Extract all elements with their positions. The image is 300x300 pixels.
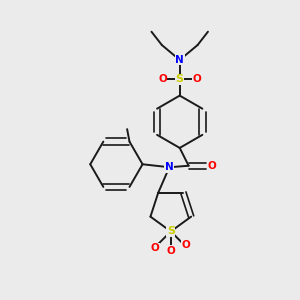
Text: O: O — [182, 240, 190, 250]
Text: S: S — [167, 226, 175, 236]
Text: O: O — [158, 74, 167, 84]
Text: O: O — [207, 161, 216, 171]
Text: O: O — [167, 246, 175, 256]
Text: O: O — [151, 243, 160, 254]
Text: N: N — [165, 162, 174, 172]
Text: N: N — [175, 55, 184, 65]
Text: O: O — [193, 74, 201, 84]
Text: S: S — [176, 74, 184, 84]
